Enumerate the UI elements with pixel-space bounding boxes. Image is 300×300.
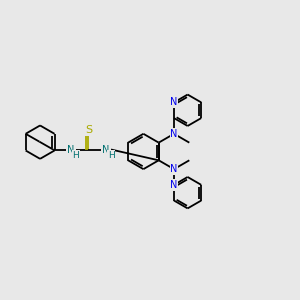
Text: H: H [108,151,114,160]
Text: N: N [170,129,178,139]
Text: H: H [72,151,79,160]
Text: N: N [170,164,178,174]
Text: N: N [170,98,178,107]
Text: N: N [170,180,178,190]
Text: N: N [102,145,110,154]
Text: N: N [67,145,74,154]
Text: S: S [85,125,92,135]
